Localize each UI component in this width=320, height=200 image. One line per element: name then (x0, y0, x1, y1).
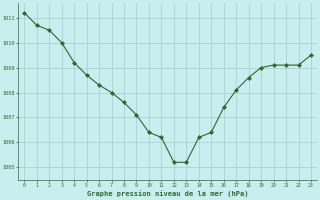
X-axis label: Graphe pression niveau de la mer (hPa): Graphe pression niveau de la mer (hPa) (87, 190, 248, 197)
